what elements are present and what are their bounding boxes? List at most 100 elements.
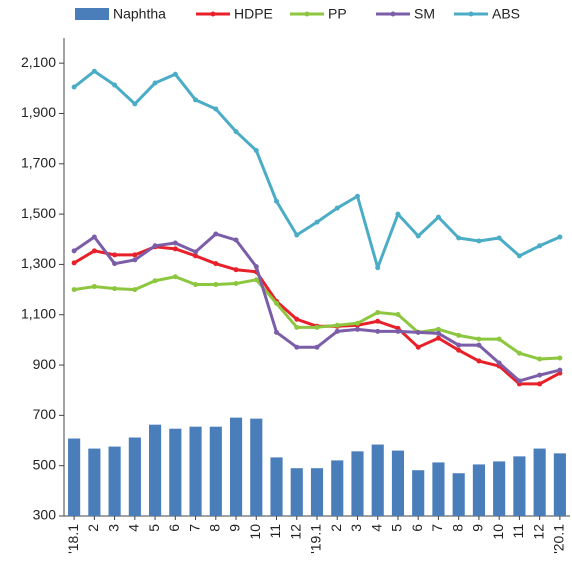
marker — [375, 309, 381, 315]
bar — [452, 473, 465, 516]
marker — [395, 211, 401, 217]
line — [73, 245, 561, 386]
bar — [209, 426, 222, 516]
marker — [112, 261, 118, 267]
marker — [456, 235, 462, 241]
marker — [375, 265, 381, 271]
y-tick-label: 1,500 — [21, 205, 56, 221]
marker — [294, 316, 300, 322]
bar — [169, 428, 182, 516]
legend-marker — [468, 11, 474, 17]
x-tick-label: 8 — [207, 524, 223, 532]
x-tick-label: 2 — [328, 524, 344, 532]
y-tick-label: 300 — [33, 507, 57, 523]
line — [73, 69, 561, 270]
marker — [172, 274, 178, 280]
marker — [193, 97, 199, 103]
legend-marker — [210, 11, 216, 17]
marker — [476, 336, 482, 342]
marker — [496, 360, 502, 366]
bar — [351, 451, 364, 516]
marker — [91, 234, 97, 240]
marker — [375, 328, 381, 334]
marker — [415, 344, 421, 350]
bar — [472, 464, 485, 516]
x-tick-label: 6 — [409, 524, 425, 532]
marker — [435, 214, 441, 220]
x-tick-label: '20.1 — [551, 524, 567, 554]
marker — [476, 342, 482, 348]
legend-marker — [304, 11, 310, 17]
marker — [193, 249, 199, 255]
marker — [334, 328, 340, 334]
marker — [233, 281, 239, 287]
x-tick-label: 9 — [227, 524, 243, 532]
x-tick-label: 7 — [186, 524, 202, 532]
marker — [112, 82, 118, 88]
x-tick-label: 10 — [247, 524, 263, 540]
x-tick-label: 11 — [510, 524, 526, 539]
marker — [233, 237, 239, 243]
marker — [395, 311, 401, 317]
bar — [128, 437, 141, 516]
y-tick-label: 700 — [33, 406, 57, 422]
bar — [149, 424, 162, 516]
marker — [557, 355, 563, 361]
x-tick-label: 2 — [85, 524, 101, 532]
y-tick-label: 1,900 — [21, 104, 56, 120]
x-tick-label: 5 — [146, 524, 162, 532]
marker — [213, 282, 219, 288]
marker — [354, 193, 360, 199]
marker — [334, 205, 340, 211]
marker — [91, 68, 97, 74]
legend-label: SM — [414, 6, 435, 22]
marker — [253, 277, 259, 283]
y-tick-label: 2,100 — [21, 54, 56, 70]
marker — [253, 147, 259, 153]
marker — [557, 367, 563, 373]
marker — [537, 372, 543, 378]
marker — [213, 106, 219, 112]
line — [73, 232, 561, 383]
marker — [516, 350, 522, 356]
marker — [476, 358, 482, 364]
marker — [132, 287, 138, 293]
x-tick-label: 3 — [348, 524, 364, 532]
bar — [189, 426, 202, 516]
marker — [71, 248, 77, 254]
bar — [371, 444, 384, 516]
marker — [395, 328, 401, 334]
marker — [152, 80, 158, 86]
marker — [476, 238, 482, 244]
marker — [233, 267, 239, 273]
marker — [91, 284, 97, 290]
bar — [88, 448, 101, 516]
marker — [132, 252, 138, 258]
marker — [112, 286, 118, 292]
x-tick-label: 12 — [287, 524, 303, 540]
marker — [496, 336, 502, 342]
x-tick-label: 12 — [530, 524, 546, 540]
bar — [553, 453, 566, 516]
marker — [71, 287, 77, 293]
marker — [314, 344, 320, 350]
marker — [193, 253, 199, 259]
marker — [375, 318, 381, 324]
marker — [456, 342, 462, 348]
legend-label: Naphtha — [113, 6, 166, 22]
legend-label: ABS — [492, 6, 520, 22]
bar — [290, 468, 303, 516]
marker — [354, 320, 360, 326]
marker — [354, 326, 360, 332]
bar — [391, 450, 405, 516]
x-tick-label: '18.1 — [65, 524, 81, 554]
marker — [314, 324, 320, 330]
marker — [456, 332, 462, 338]
bar — [533, 448, 546, 516]
y-tick-label: 1,300 — [21, 255, 56, 271]
marker — [496, 235, 502, 241]
marker — [456, 347, 462, 353]
marker — [557, 234, 563, 240]
bar — [270, 457, 283, 516]
